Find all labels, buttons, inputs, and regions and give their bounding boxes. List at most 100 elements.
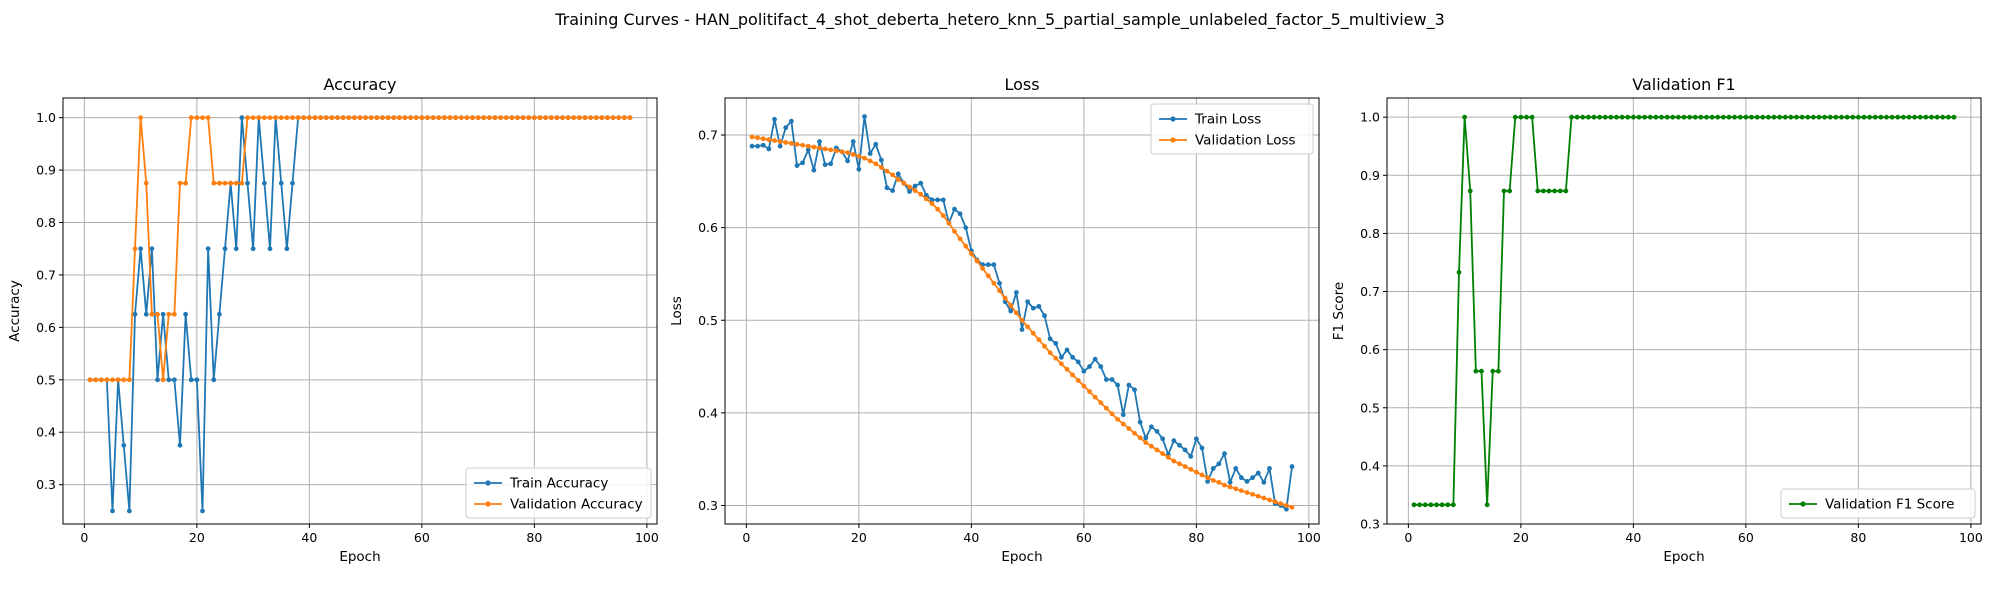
data-point (788, 140, 794, 146)
data-point (884, 185, 890, 191)
data-point (413, 115, 419, 121)
data-point (149, 311, 155, 317)
data-point (537, 115, 543, 121)
data-point (912, 183, 918, 189)
data-point (486, 115, 492, 121)
data-point (907, 189, 912, 194)
series-line-1 (90, 116, 630, 381)
data-point (1619, 114, 1625, 120)
data-point (1075, 378, 1081, 383)
data-point (884, 168, 890, 174)
data-point (121, 442, 127, 448)
data-point (1895, 114, 1901, 120)
y-tick-label: 0.3 (1360, 517, 1380, 532)
data-point (1042, 313, 1047, 319)
data-point (1906, 114, 1912, 120)
plot-frame (62, 97, 658, 525)
data-point (593, 115, 599, 121)
data-point (828, 161, 834, 167)
data-point (464, 115, 470, 121)
data-point (1540, 188, 1546, 194)
y-tick-label: 0.9 (36, 163, 56, 178)
x-tick-label: 80 (1188, 530, 1204, 545)
data-point (1912, 114, 1918, 120)
legend: Validation F1 Score (1780, 488, 1976, 519)
data-point (98, 377, 104, 383)
data-point (1036, 337, 1042, 343)
data-point (805, 143, 811, 149)
data-point (458, 115, 464, 121)
data-point (811, 167, 817, 173)
data-point (817, 145, 822, 151)
data-point (132, 246, 138, 252)
y-axis-label: Accuracy (7, 280, 23, 342)
subplot-title: Validation F1 (1632, 75, 1735, 94)
data-point (878, 157, 884, 163)
data-point (1569, 114, 1574, 120)
data-point (1103, 405, 1109, 411)
data-point (1250, 491, 1256, 497)
data-point (1210, 466, 1216, 471)
data-point (1495, 368, 1501, 374)
data-point (245, 180, 250, 186)
data-point (940, 197, 946, 203)
data-point (985, 262, 991, 268)
data-point (335, 115, 340, 121)
data-point (1177, 461, 1182, 467)
data-point (749, 134, 755, 140)
data-point (346, 115, 352, 121)
data-point (481, 115, 487, 121)
x-tick-label: 20 (189, 530, 205, 545)
data-point (548, 115, 554, 121)
data-point (441, 115, 447, 121)
data-point (267, 246, 273, 252)
data-point (1126, 382, 1132, 388)
data-point (1945, 114, 1951, 120)
data-point (985, 273, 991, 279)
data-point (1822, 114, 1828, 120)
data-point (1036, 303, 1042, 309)
x-tick-label: 60 (1076, 530, 1092, 545)
data-point (1630, 114, 1636, 120)
data-point (1233, 466, 1239, 471)
data-point (121, 377, 127, 383)
data-point (867, 158, 873, 164)
data-point (1058, 361, 1064, 367)
data-point (1473, 368, 1479, 374)
data-point (1070, 354, 1076, 360)
data-point (205, 115, 211, 121)
data-point (1816, 114, 1822, 120)
data-point (1692, 114, 1698, 120)
data-point (498, 115, 504, 121)
data-point (143, 180, 149, 186)
data-point (766, 137, 772, 143)
data-point (873, 141, 879, 147)
data-point (1193, 436, 1199, 442)
subplot-title: Accuracy (323, 75, 396, 94)
data-point (621, 115, 627, 121)
data-point (929, 201, 935, 206)
data-point (1210, 478, 1216, 483)
data-point (278, 115, 284, 121)
data-point (1428, 502, 1434, 508)
data-point (1025, 299, 1031, 305)
data-point (1238, 475, 1244, 481)
data-point (1255, 493, 1261, 499)
data-point (749, 143, 755, 149)
data-point (436, 115, 442, 121)
data-point (1844, 114, 1850, 120)
data-point (1227, 479, 1233, 485)
data-point (1771, 114, 1777, 120)
data-point (138, 246, 144, 252)
data-point (1013, 290, 1019, 295)
data-point (1839, 114, 1844, 120)
data-point (772, 116, 777, 122)
data-point (1148, 424, 1154, 430)
x-tick-label: 40 (301, 530, 317, 545)
data-point (1597, 114, 1603, 120)
plot-frame (724, 97, 1320, 525)
data-point (817, 139, 822, 144)
data-point (250, 115, 256, 121)
data-point (1132, 430, 1137, 436)
y-tick-label: 0.8 (36, 215, 56, 230)
